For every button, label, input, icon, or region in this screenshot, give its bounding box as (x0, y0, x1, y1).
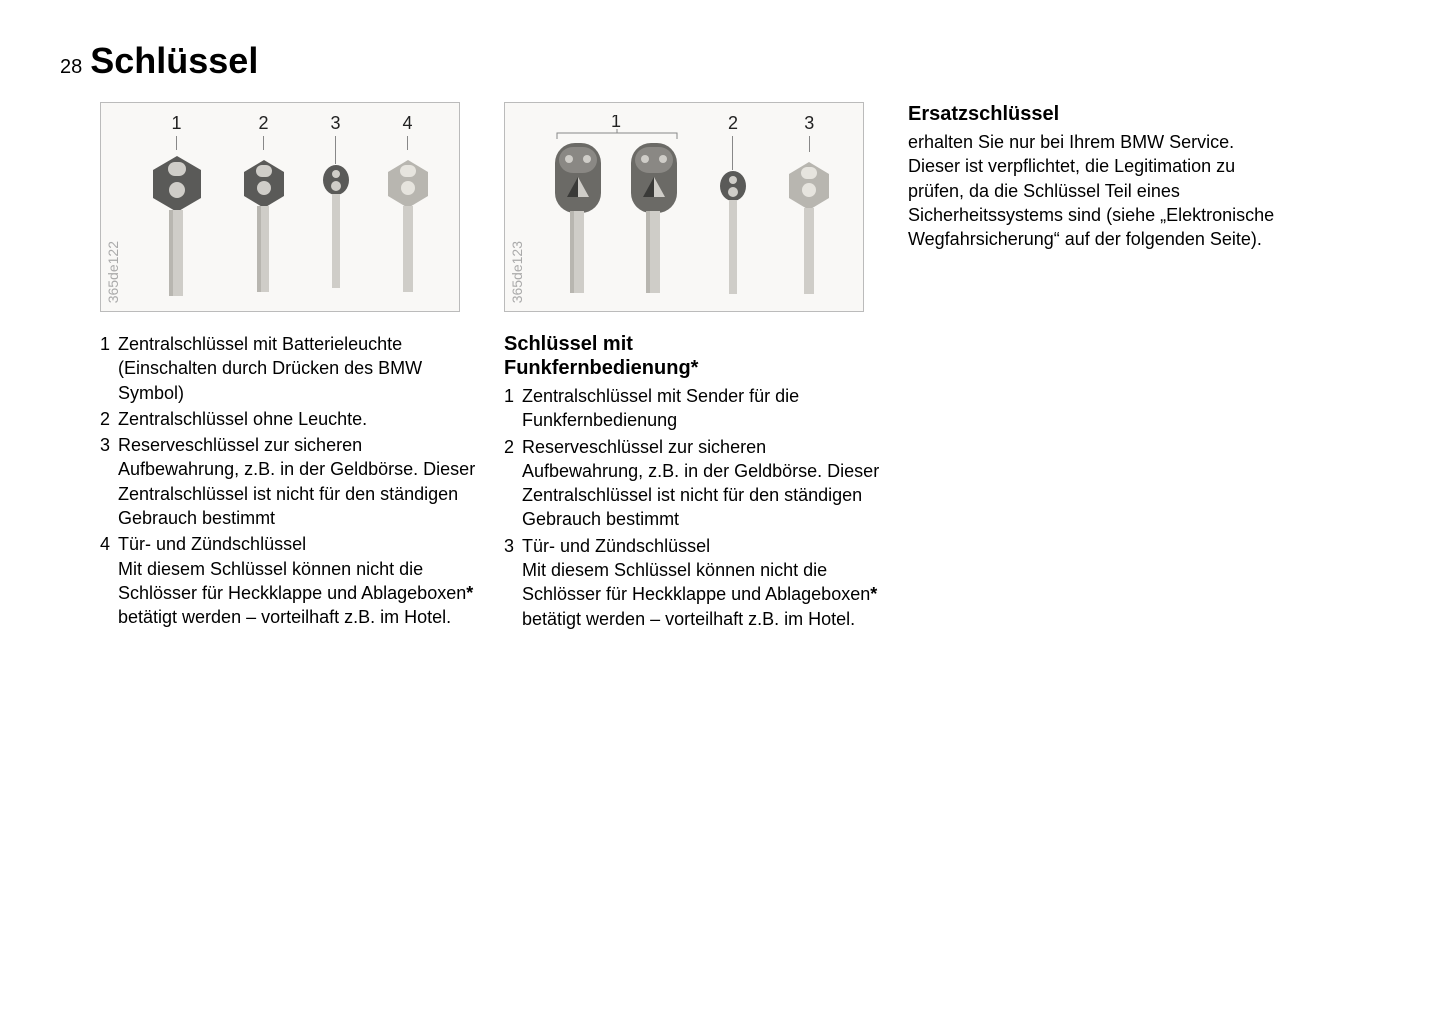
remote-key-icon (547, 139, 609, 297)
key-pointer-line (732, 136, 733, 170)
key-number: 2 (728, 113, 738, 134)
key-icon (236, 150, 292, 300)
list-text: Zentralschlüssel ohne Leuchte. (118, 407, 480, 431)
key-icon (145, 150, 209, 300)
list-number: 1 (504, 384, 522, 433)
col3-paragraph: erhalten Sie nur bei Ihrem BMW Service. … (908, 130, 1288, 251)
key-pointer-line (176, 136, 177, 150)
content-columns: 365de122 1 2 (60, 102, 1385, 633)
key-item (547, 139, 609, 297)
list-item: 3 Reserveschlüssel zur sicheren Aufbewah… (100, 433, 480, 530)
key-icon (380, 150, 436, 300)
key-item: 2 (236, 113, 292, 300)
figure-2: 365de123 1 (504, 102, 864, 312)
key-pointer-line (809, 136, 810, 152)
key-pointer-line (407, 136, 408, 150)
key-pointer-line (263, 136, 264, 150)
list-item: 4 Tür- und ZündschlüsselMit diesem Schlü… (100, 532, 480, 629)
list-item: 3 Tür- und ZündschlüsselMit diesem Schlü… (504, 534, 884, 631)
list-number: 2 (504, 435, 522, 532)
page-title: Schlüssel (90, 40, 258, 82)
list-text: Tür- und ZündschlüsselMit diesem Schlüss… (118, 532, 480, 629)
list-item: 1 Zentralschlüssel mit Sender für die Fu… (504, 384, 884, 433)
list-number: 1 (100, 332, 118, 405)
list-number: 2 (100, 407, 118, 431)
list-text: Zentralschlüssel mit Batterieleuchte (Ei… (118, 332, 480, 405)
list-col1: 1 Zentralschlüssel mit Batterieleuchte (… (100, 332, 480, 630)
col3-title: Ersatzschlüssel (908, 102, 1288, 126)
key-item: 4 (380, 113, 436, 300)
list-text: Zentralschlüssel mit Sender für die Funk… (522, 384, 884, 433)
svg-text:1: 1 (611, 115, 621, 131)
key-item: 2 (716, 113, 750, 300)
column-1: 365de122 1 2 (100, 102, 480, 633)
key-item: 3 (319, 113, 353, 294)
list-number: 3 (100, 433, 118, 530)
list-text: Reserveschlüssel zur sicheren Aufbewahru… (118, 433, 480, 530)
key-icon (716, 170, 750, 300)
list-col2: 1 Zentralschlüssel mit Sender für die Fu… (504, 384, 884, 631)
list-number: 3 (504, 534, 522, 631)
column-3: Ersatzschlüssel erhalten Sie nur bei Ihr… (908, 102, 1288, 633)
key-number: 3 (804, 113, 814, 134)
page-header: 28 Schlüssel (60, 40, 1385, 82)
key-icon (319, 164, 353, 294)
page-number: 28 (60, 56, 82, 79)
col2-title: Schlüssel mitFunkfernbedienung* (504, 332, 884, 380)
remote-pair: 1 (547, 113, 685, 297)
figure-1-label: 365de122 (105, 241, 121, 303)
figure-1: 365de122 1 2 (100, 102, 460, 312)
column-2: 365de123 1 (504, 102, 884, 633)
remote-key-icon (623, 139, 685, 297)
bracket-icon: 1 (547, 115, 685, 143)
figure-2-label: 365de123 (509, 241, 525, 303)
key-item (623, 139, 685, 297)
list-number: 4 (100, 532, 118, 629)
key-pointer-line (335, 136, 336, 164)
key-number: 3 (330, 113, 340, 134)
figure-2-keys: 1 (505, 103, 863, 311)
key-number: 4 (402, 113, 412, 134)
list-item: 2 Zentralschlüssel ohne Leuchte. (100, 407, 480, 431)
key-number: 1 (171, 113, 181, 134)
list-text: Tür- und ZündschlüsselMit diesem Schlüss… (522, 534, 884, 631)
key-number: 2 (258, 113, 268, 134)
list-item: 1 Zentralschlüssel mit Batterieleuchte (… (100, 332, 480, 405)
key-icon (781, 152, 837, 302)
key-item: 1 (145, 113, 209, 300)
list-item: 2 Reserveschlüssel zur sicheren Aufbewah… (504, 435, 884, 532)
list-text: Reserveschlüssel zur sicheren Aufbewahru… (522, 435, 884, 532)
key-item: 3 (781, 113, 837, 302)
figure-1-keys: 1 2 (101, 103, 459, 311)
